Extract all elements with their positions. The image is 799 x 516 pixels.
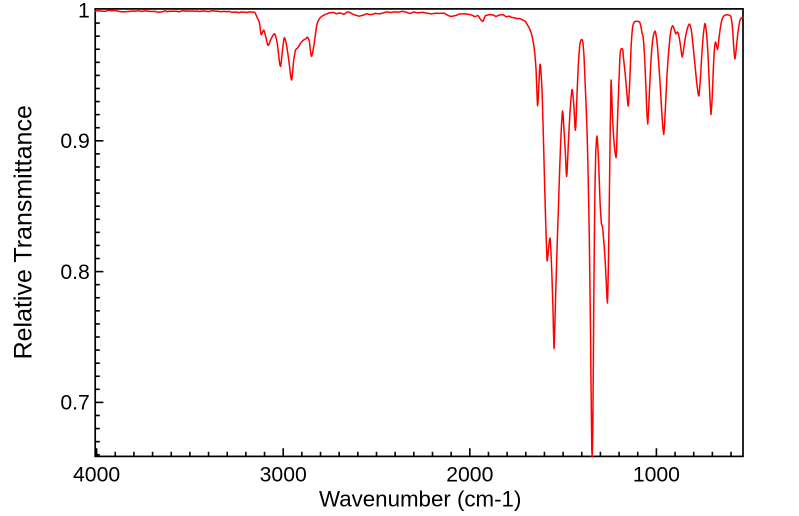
svg-text:0.9: 0.9 [60, 130, 89, 153]
svg-text:Wavenumber (cm-1): Wavenumber (cm-1) [319, 487, 521, 512]
svg-text:Relative Transmittance: Relative Transmittance [9, 105, 37, 359]
svg-text:4000: 4000 [73, 463, 120, 486]
svg-text:2000: 2000 [446, 463, 493, 486]
svg-text:1000: 1000 [633, 463, 680, 486]
svg-text:0.8: 0.8 [60, 261, 89, 284]
svg-text:3000: 3000 [260, 463, 307, 486]
svg-text:1: 1 [78, 0, 90, 22]
svg-text:0.7: 0.7 [60, 392, 89, 415]
